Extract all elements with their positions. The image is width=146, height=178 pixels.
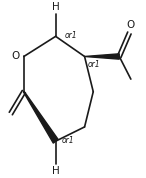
Polygon shape: [85, 54, 119, 59]
Text: O: O: [126, 20, 134, 30]
Polygon shape: [24, 91, 58, 143]
Text: or1: or1: [87, 59, 100, 69]
Text: or1: or1: [64, 31, 77, 40]
Text: or1: or1: [61, 136, 74, 145]
Text: O: O: [11, 51, 20, 61]
Text: H: H: [52, 166, 60, 176]
Text: H: H: [52, 2, 60, 12]
